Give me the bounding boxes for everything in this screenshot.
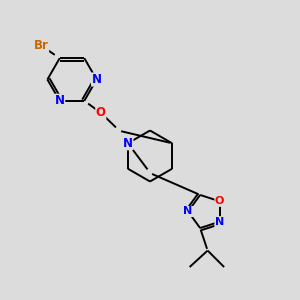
Text: O: O [215,196,224,206]
Text: N: N [184,206,193,217]
Text: N: N [123,137,133,150]
Text: O: O [96,106,106,119]
Text: Br: Br [34,39,49,52]
Text: N: N [55,94,65,107]
Text: N: N [215,217,224,227]
Text: N: N [92,73,102,86]
